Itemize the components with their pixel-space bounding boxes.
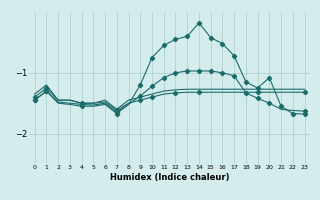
X-axis label: Humidex (Indice chaleur): Humidex (Indice chaleur) [110,173,229,182]
